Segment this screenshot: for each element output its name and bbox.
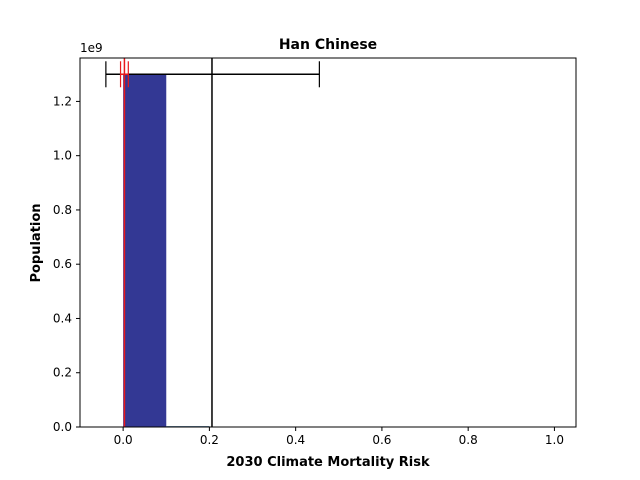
y-tick-label: 0.4 (53, 311, 72, 325)
x-axis-label: 2030 Climate Mortality Risk (226, 455, 430, 470)
y-tick-label: 0.2 (53, 366, 72, 380)
x-tick-label: 0.2 (200, 433, 219, 447)
y-tick-label: 0.8 (53, 203, 72, 217)
x-tick-label: 0.6 (372, 433, 391, 447)
x-tick-label: 1.0 (545, 433, 564, 447)
y-tick-label: 0.0 (53, 420, 72, 434)
chart-title: Han Chinese (279, 37, 377, 53)
y-tick-label: 0.6 (53, 257, 72, 271)
plot-frame (79, 57, 577, 428)
histogram-bar-0 (123, 74, 167, 427)
plot-area: 0.0 0.2 0.4 0.6 0.8 1.0 0.0 0.2 0.4 0.6 0.8 1.0 1.2 (53, 57, 577, 447)
y-tick-label: 1.2 (53, 94, 72, 108)
x-tick-label: 0.8 (459, 433, 478, 447)
y-tick-label: 1.0 (53, 149, 72, 163)
x-tick-label: 0.0 (114, 433, 133, 447)
x-tick-label: 0.4 (286, 433, 305, 447)
y-axis-label: Population (29, 203, 44, 282)
y-offset-label: 1e9 (80, 41, 103, 55)
